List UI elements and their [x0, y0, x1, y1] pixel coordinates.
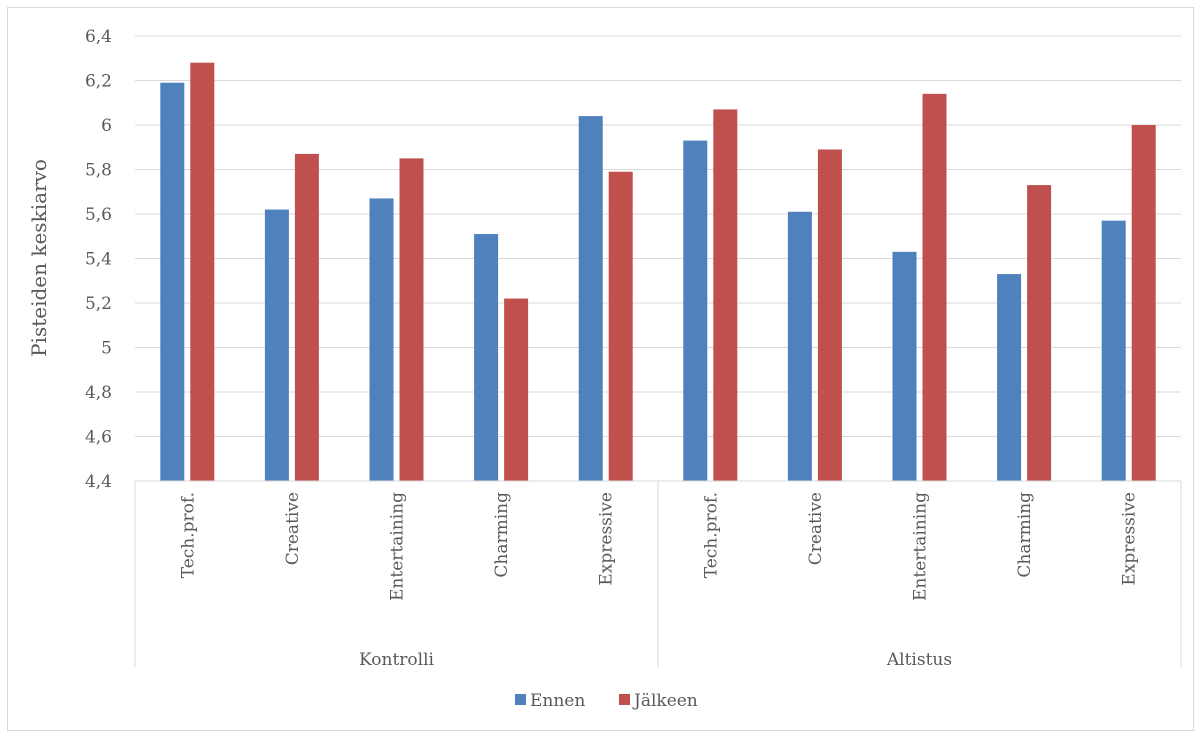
gridlines	[135, 35, 1181, 437]
x-category-label: Expressive	[1120, 492, 1140, 586]
x-category-label: Entertaining	[911, 492, 931, 601]
bar-ennen	[997, 274, 1022, 481]
group-labels: Kontrolli Altistus	[359, 650, 952, 670]
legend-label: Ennen	[530, 691, 585, 711]
bar-ennen	[264, 209, 289, 482]
x-category-label: Charming	[492, 492, 512, 578]
bar-jalkeen	[817, 149, 842, 481]
bar-ennen	[160, 82, 185, 481]
legend-label: Jälkeen	[632, 691, 698, 711]
y-tick-label: 5	[101, 339, 112, 359]
y-tick-label: 4,4	[85, 472, 112, 492]
x-category-labels: Tech.prof. Creative Entertaining Charming Ex…	[178, 492, 1139, 601]
y-tick-label: 5,6	[85, 205, 112, 225]
bar-jalkeen	[922, 93, 947, 481]
group-label: Altistus	[886, 650, 952, 670]
y-tick-labels: 4,4 4,6 4,8 5 5,2 5,4 5,6 5,8 6 6,2 6,4	[85, 27, 112, 492]
bar-ennen	[369, 198, 394, 482]
bar-jalkeen	[1131, 125, 1156, 481]
y-tick-label: 6,2	[85, 72, 112, 92]
bar-ennen	[578, 116, 603, 481]
bar-jalkeen	[504, 298, 529, 481]
y-tick-label: 4,6	[85, 428, 112, 448]
y-tick-label: 5,8	[85, 161, 112, 181]
bar-jalkeen	[190, 62, 215, 481]
y-tick-label: 5,4	[85, 250, 112, 270]
legend-swatch	[515, 694, 526, 705]
bar-jalkeen	[608, 171, 633, 481]
bar-jalkeen	[1027, 185, 1052, 481]
y-tick-label: 6,4	[85, 27, 112, 47]
group-label: Kontrolli	[359, 650, 434, 670]
legend-swatch	[619, 694, 630, 705]
x-category-label: Charming	[1015, 492, 1035, 578]
x-category-label: Tech.prof.	[178, 492, 198, 578]
bar-jalkeen	[713, 109, 738, 482]
bar-ennen	[474, 234, 499, 481]
x-category-label: Tech.prof.	[701, 492, 721, 578]
y-axis-title: Pisteiden keskiarvo	[27, 159, 51, 357]
bar-ennen	[787, 211, 812, 481]
y-tick-label: 5,2	[85, 294, 112, 314]
x-category-label: Expressive	[597, 492, 617, 586]
legend: Ennen Jälkeen	[515, 691, 698, 711]
bars	[160, 62, 1156, 482]
bar-ennen	[1101, 220, 1126, 482]
bar-ennen	[892, 251, 917, 481]
y-tick-label: 6	[101, 116, 112, 136]
bar-jalkeen	[294, 153, 319, 482]
x-category-label: Entertaining	[388, 492, 408, 601]
bar-ennen	[683, 140, 708, 481]
x-category-label: Creative	[283, 492, 303, 565]
x-category-label: Creative	[806, 492, 826, 565]
y-tick-label: 4,8	[85, 383, 112, 403]
axes	[134, 480, 1182, 667]
bar-jalkeen	[399, 158, 424, 481]
